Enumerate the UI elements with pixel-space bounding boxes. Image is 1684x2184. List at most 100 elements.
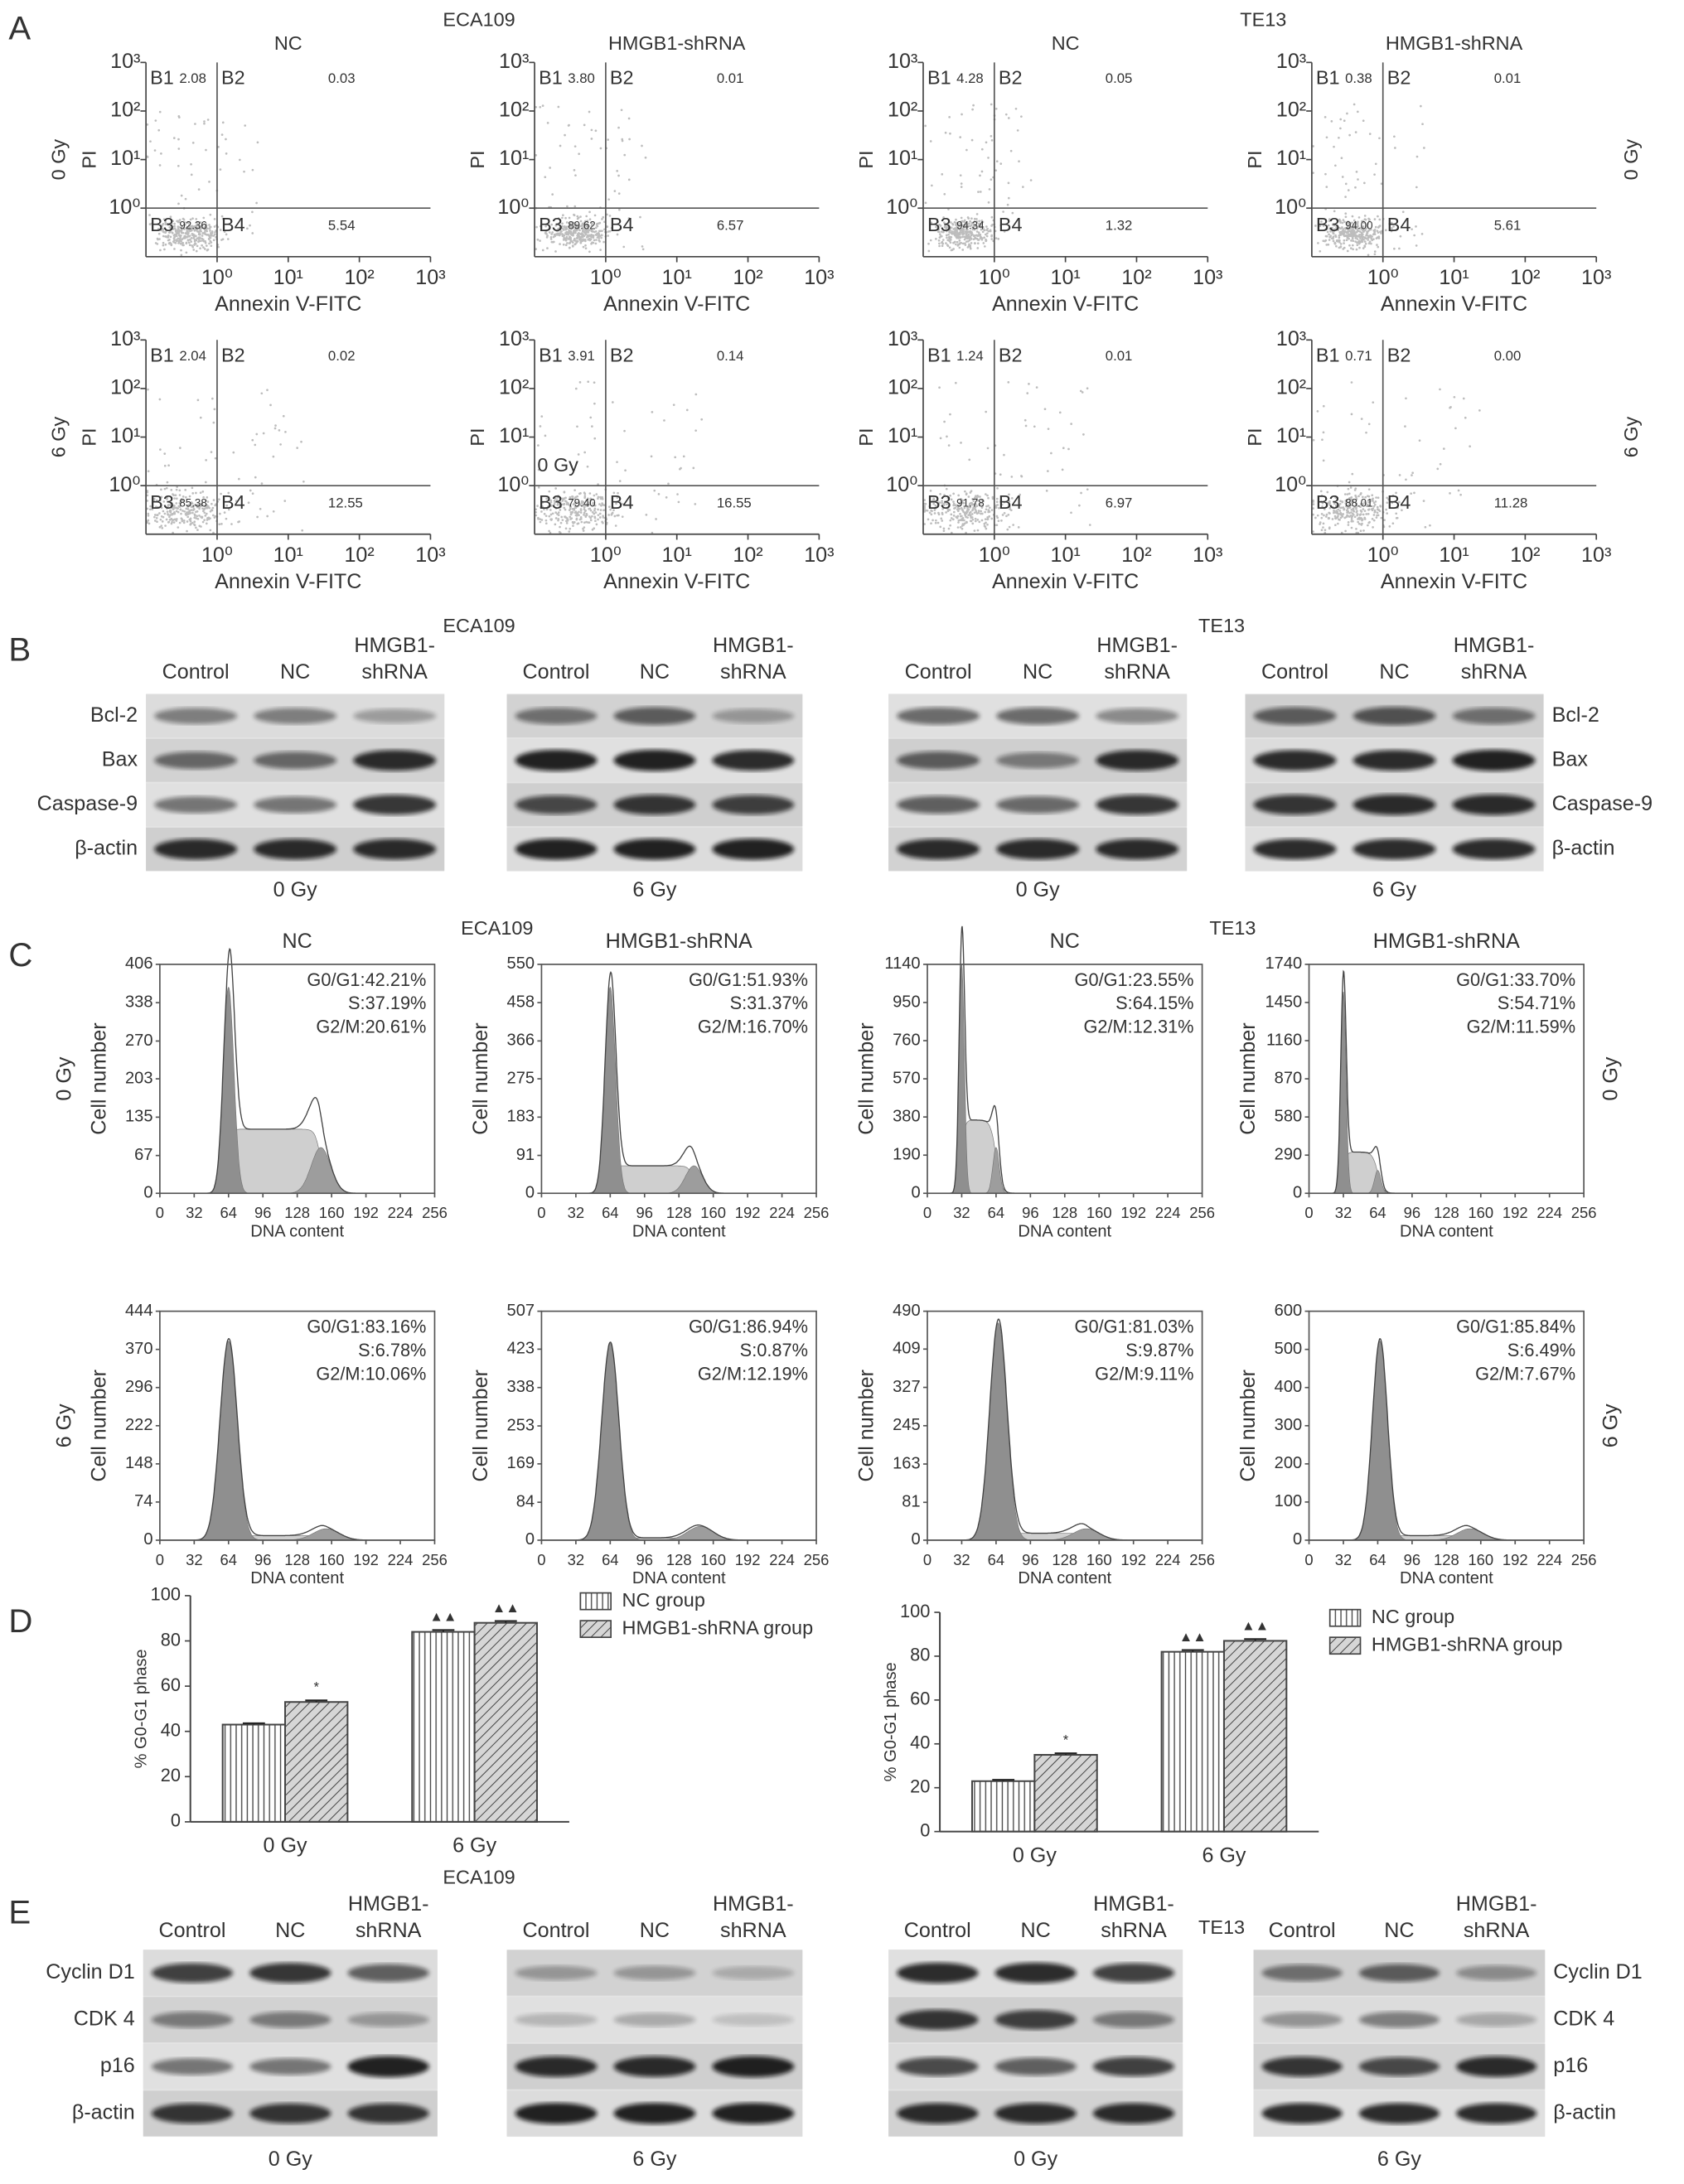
y-axis-label: PI: [467, 428, 488, 446]
scatter-dot: [1415, 155, 1419, 158]
x-tick-label: 64: [220, 1204, 237, 1221]
scatter-dot: [193, 234, 196, 237]
scatter-dot: [202, 239, 206, 243]
scatter-dot: [213, 516, 216, 519]
scatter-dot: [1344, 529, 1347, 533]
scatter-dot: [193, 229, 196, 232]
scatter-dot: [172, 521, 176, 524]
scatter-dot: [1050, 452, 1052, 455]
scatter-dot: [562, 229, 565, 231]
scatter-dot: [973, 529, 976, 532]
scatter-dot: [584, 228, 588, 231]
scatter-dot: [548, 231, 551, 234]
scatter-dot: [193, 244, 196, 246]
scatter-dot: [617, 174, 620, 177]
scatter-dot: [578, 229, 581, 232]
scatter-dot: [163, 464, 167, 467]
x-tick-label: 10⁰: [979, 544, 1010, 567]
scatter-dot: [535, 248, 538, 250]
y-tick-label: 300: [1275, 1416, 1303, 1434]
scatter-dot: [1328, 218, 1331, 220]
quadrant-name: B1: [150, 345, 174, 366]
scatter-dots: [146, 110, 259, 257]
scatter-dot: [251, 438, 254, 442]
lane-label: NC: [280, 660, 310, 684]
protein-label: Cyclin D1: [46, 1960, 134, 1983]
scatter-dot: [980, 219, 984, 222]
y-tick-label: 10²: [888, 376, 917, 399]
x-tick-label: 32: [568, 1551, 584, 1568]
scatter-dot: [1352, 239, 1355, 243]
scatter-dot: [1348, 481, 1351, 484]
column-title: NC: [283, 930, 312, 953]
column-title: HMGB1-shRNA: [606, 930, 752, 953]
scatter-dot: [154, 519, 157, 522]
scatter-dot: [232, 451, 235, 454]
scatter-dot: [955, 228, 958, 231]
scatter-dot: [961, 231, 965, 234]
scatter-dot: [940, 230, 943, 234]
scatter-dot: [1415, 186, 1418, 189]
scatter-dot: [963, 235, 965, 239]
scatter-dot: [182, 519, 186, 522]
scatter-dot: [588, 492, 592, 495]
scatter-dot: [1359, 237, 1362, 240]
scatter-dot: [1369, 228, 1372, 231]
scatter-dot: [594, 129, 598, 133]
scatter-dot: [181, 241, 185, 244]
scatter-dot: [568, 509, 571, 511]
lane-label: NC: [1023, 660, 1052, 684]
scatter-dot: [167, 464, 170, 467]
scatter-dot: [1449, 406, 1452, 408]
scatter-dot: [188, 228, 191, 231]
scatter-dot: [1363, 244, 1367, 248]
y-tick-label: 74: [134, 1492, 152, 1510]
scatter-dot: [971, 227, 975, 230]
scatter-dot: [1319, 225, 1322, 228]
y-tick-label: 40: [161, 1719, 181, 1740]
scatter-dot: [1453, 395, 1456, 399]
quadrant-name: B2: [1387, 67, 1411, 89]
scatter-dot: [196, 226, 198, 230]
scatter-dot: [597, 518, 599, 521]
scatter-dot: [975, 213, 979, 215]
y-axis-label: PI: [1244, 428, 1265, 446]
scatter-dot: [212, 499, 215, 501]
scatter-dot: [196, 515, 199, 518]
scatter-dot: [945, 230, 948, 233]
scatter-dot: [598, 512, 602, 515]
scatter-dot: [170, 244, 173, 247]
quadrant-value: 0.05: [1106, 70, 1133, 86]
scatter-dot: [987, 157, 990, 159]
blot-band: [712, 2013, 795, 2027]
scatter-dot: [969, 220, 971, 223]
scatter-dot: [1462, 397, 1465, 400]
scatter-dot: [969, 519, 972, 523]
scatter-dot: [644, 156, 647, 159]
scatter-dot: [284, 430, 287, 433]
quadrant-name: B4: [999, 491, 1023, 513]
scatter-dot: [1058, 411, 1062, 414]
scatter-dot: [180, 225, 183, 229]
scatter-dot: [1328, 239, 1331, 241]
scatter-dot: [956, 230, 959, 234]
scatter-dot: [181, 519, 184, 523]
scatter-dot: [942, 529, 946, 533]
scatter-dot: [939, 225, 942, 227]
scatter-dot: [175, 502, 178, 505]
scatter-dot: [1047, 428, 1050, 430]
quadrant-value: 0.03: [328, 70, 356, 86]
scatter-dot: [573, 239, 577, 242]
scatter-dot: [1316, 410, 1319, 413]
scatter-dot: [1398, 247, 1401, 250]
scatter-dot: [1344, 212, 1348, 215]
scatter-dot: [598, 230, 601, 233]
scatter-dot: [557, 217, 560, 220]
x-axis-label: Annexin V-FITC: [215, 570, 361, 593]
scatter-dot: [952, 241, 955, 244]
scatter-dot: [1401, 210, 1405, 214]
scatter-dot: [1395, 516, 1398, 519]
scatter-dot: [1362, 238, 1365, 241]
scatter-dot: [1023, 418, 1027, 422]
quadrant-name: B2: [999, 345, 1023, 366]
